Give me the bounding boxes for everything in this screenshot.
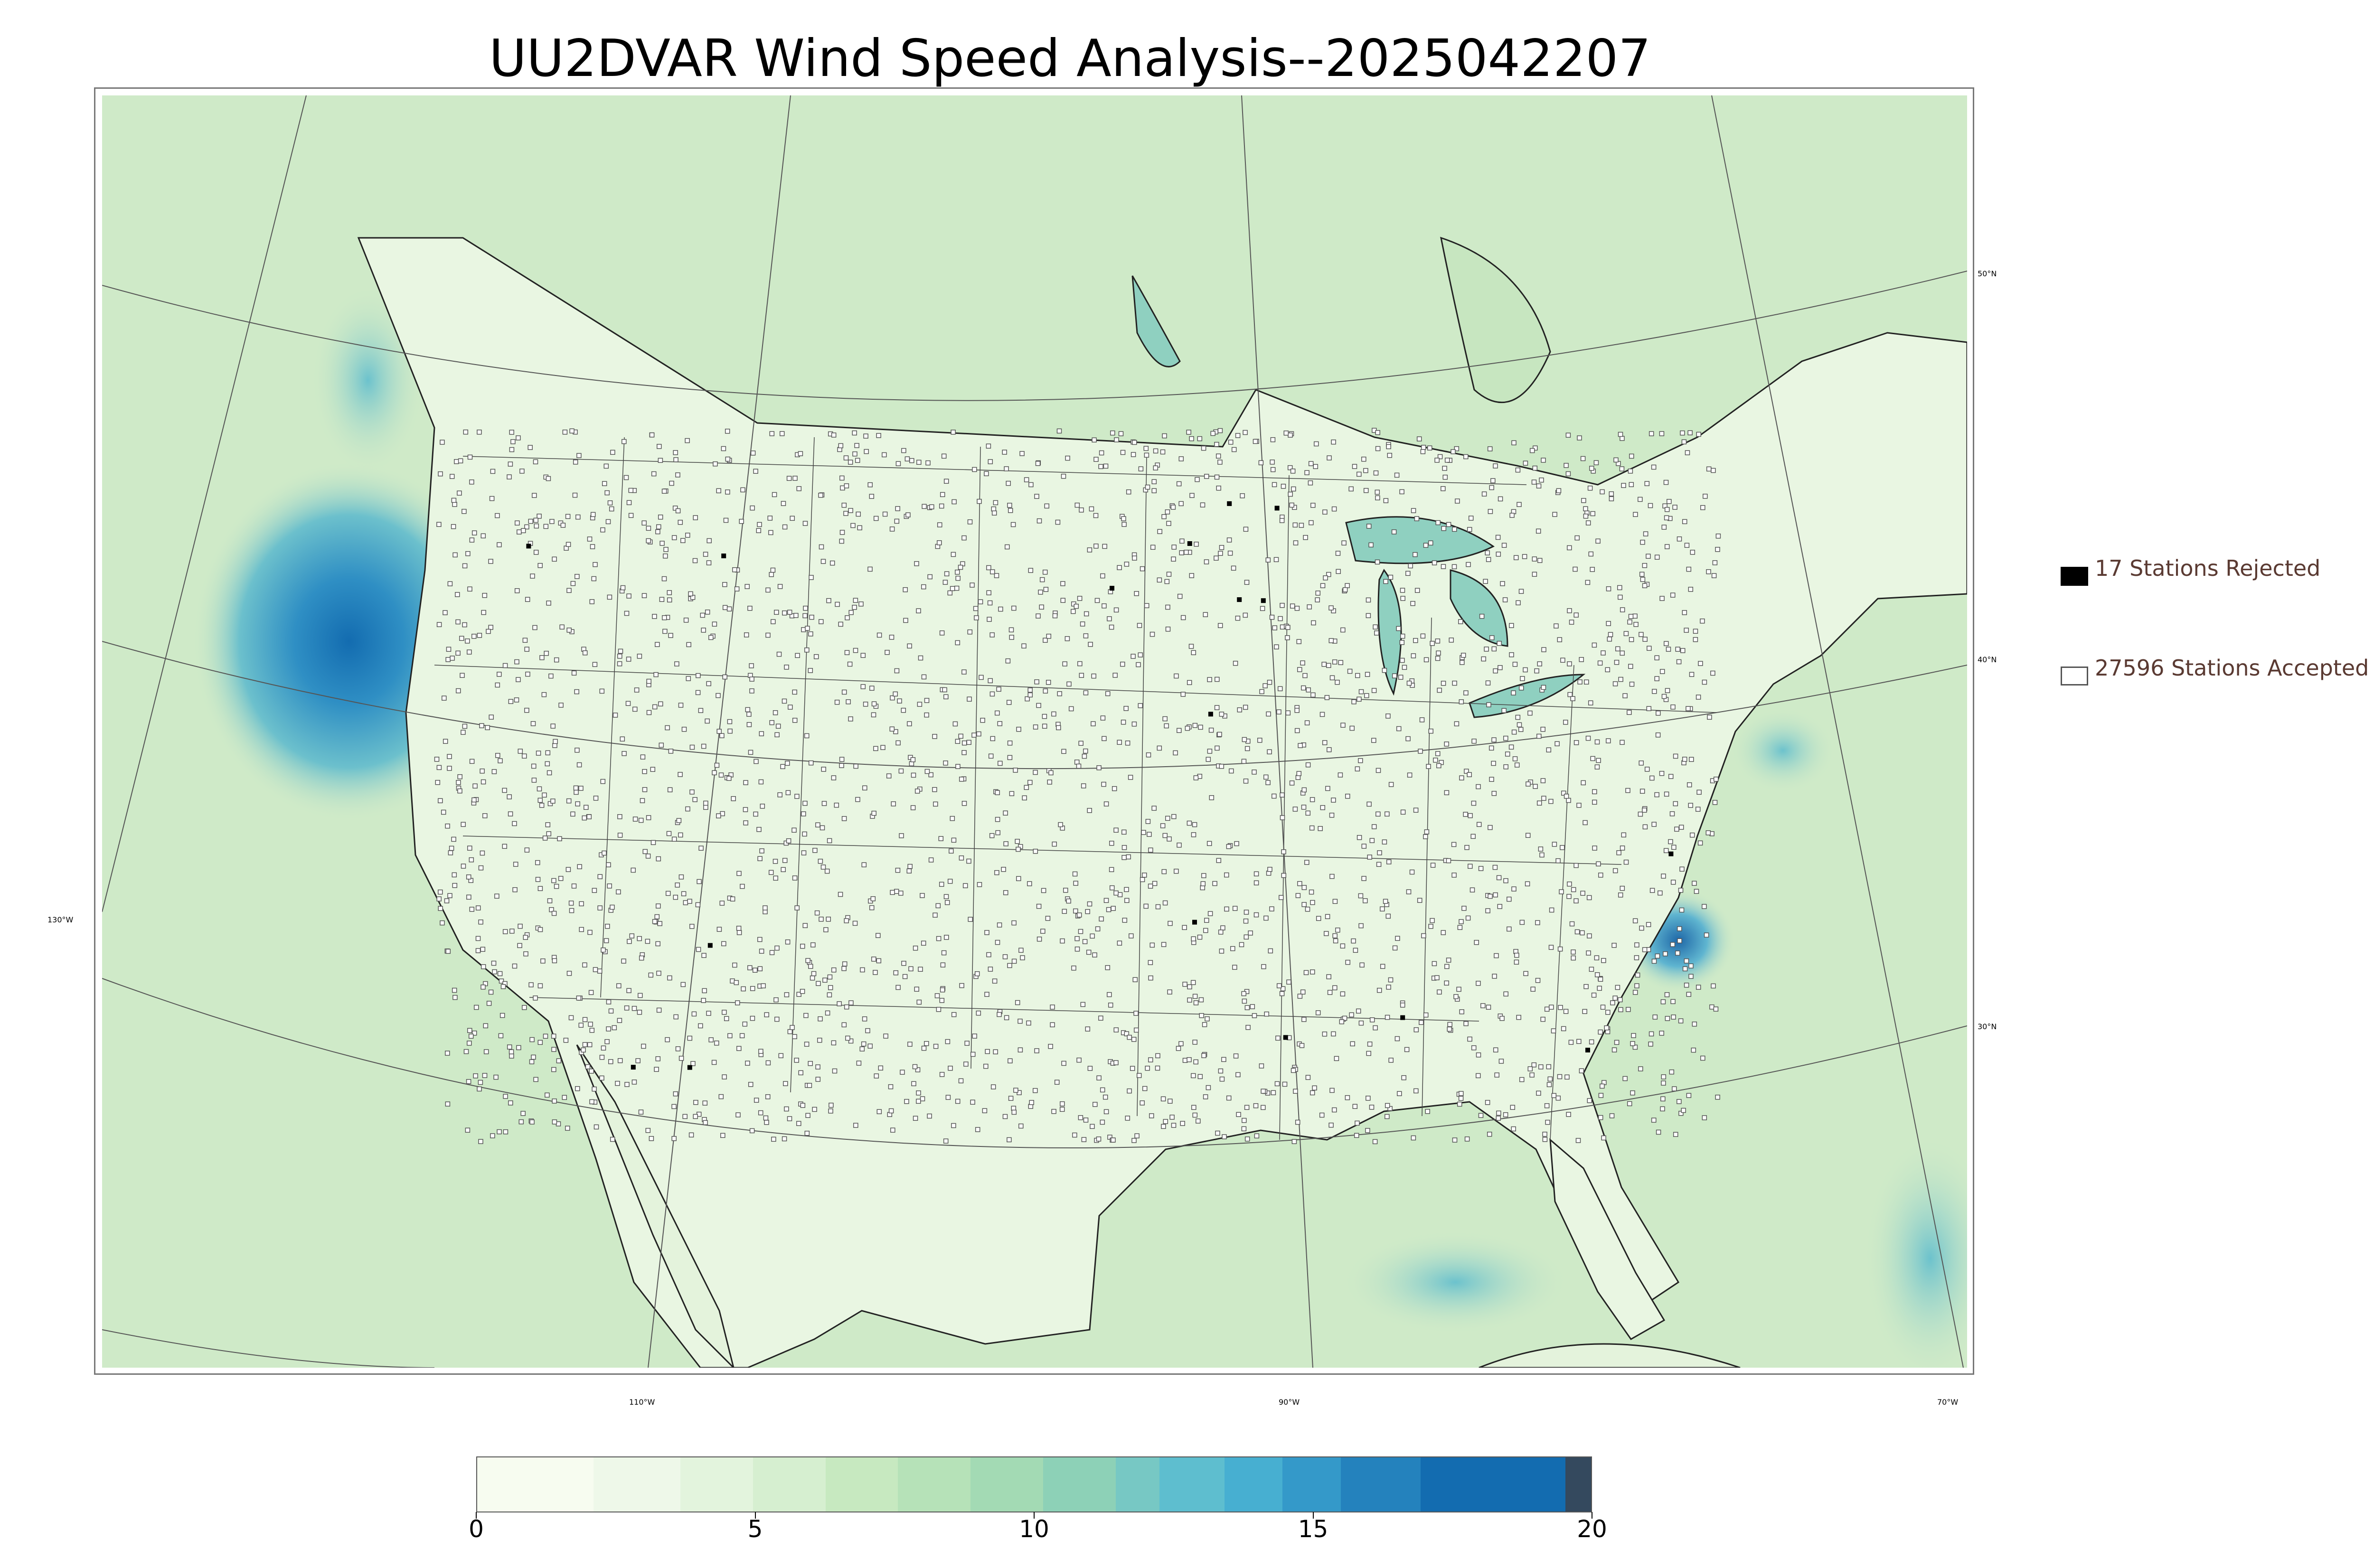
lat-30-line: [102, 978, 1967, 1149]
colorbar-segment: [1159, 1457, 1225, 1512]
lat-label-30: 30°N: [1978, 1022, 1997, 1031]
lon-label-70: 70°W: [1937, 1398, 1959, 1407]
colorbar-segment: [680, 1457, 753, 1512]
lake-winnipeg: [1131, 275, 1181, 367]
colorbar-tick-label: 10: [1019, 1515, 1049, 1543]
colorbar-tick-label: 0: [469, 1515, 484, 1543]
colorbar-tick-label: 15: [1298, 1515, 1328, 1543]
lat-40-line: [102, 641, 1967, 770]
rejected-label: 17 Stations Rejected: [2095, 555, 2321, 581]
colorbar-tick: [754, 1512, 756, 1519]
lake-huron: [1450, 569, 1508, 647]
colorbar-segment: [898, 1457, 971, 1512]
lon-90-line: [1241, 95, 1313, 1368]
map-title: UU2DVAR Wind Speed Analysis--2025042207: [489, 29, 1651, 88]
lon-label-90: 90°W: [1279, 1398, 1300, 1407]
lat-label-40: 40°N: [1978, 655, 1997, 664]
map-frame[interactable]: [94, 87, 1974, 1375]
lon-70-line: [1711, 95, 1964, 1368]
rejected-marker-icon: [2061, 567, 2088, 586]
colorbar-segment: [970, 1457, 1044, 1512]
gulf-wind-area: [1341, 1230, 1569, 1334]
lat-50-line: [102, 271, 1967, 401]
colorbar-tick-label: 5: [747, 1515, 763, 1543]
lat-20-line: [102, 1329, 435, 1368]
colorbar-segment: [753, 1457, 826, 1512]
colorbar-tick-label: 20: [1577, 1515, 1607, 1543]
colorbar-tick: [476, 1512, 477, 1519]
colorbar-segment: [1420, 1457, 1566, 1512]
lon-130-line: [102, 95, 307, 912]
colorbar-segment: [1043, 1457, 1116, 1512]
atlantic-wind-east: [1864, 1135, 1967, 1368]
colorbar-segment: [1225, 1457, 1283, 1512]
colorbar-segment: [1565, 1457, 1591, 1512]
colorbar-segment: [1282, 1457, 1341, 1512]
lat-label-50: 50°N: [1978, 269, 1997, 278]
accepted-marker-icon: [2061, 667, 2088, 685]
colorbar-tick: [1312, 1512, 1314, 1519]
colorbar-segment: [825, 1457, 898, 1512]
lake-michigan: [1377, 569, 1402, 696]
colorbar-segment: [1115, 1457, 1159, 1512]
accepted-label: 27596 Stations Accepted: [2095, 655, 2369, 681]
wind-speed-colorbar: [476, 1456, 1592, 1512]
hudson-bay: [1440, 236, 1551, 404]
lon-label-130: 130°W: [47, 915, 74, 924]
colorbar-segment: [1340, 1457, 1421, 1512]
cuba: [1479, 1343, 1741, 1368]
baja-peninsula: [576, 1044, 735, 1368]
state-boundaries: [434, 437, 1717, 1140]
station-markers: [434, 428, 1721, 1145]
atlantic-wind-north: [1731, 708, 1835, 793]
wind-speed-map[interactable]: [102, 95, 1967, 1368]
florida-peninsula: [1549, 1138, 1666, 1340]
colorbar-segment: [593, 1457, 680, 1512]
colorbar-segment: [477, 1457, 594, 1512]
colorbar-tick: [1034, 1512, 1035, 1519]
lon-label-110: 110°W: [629, 1398, 655, 1407]
